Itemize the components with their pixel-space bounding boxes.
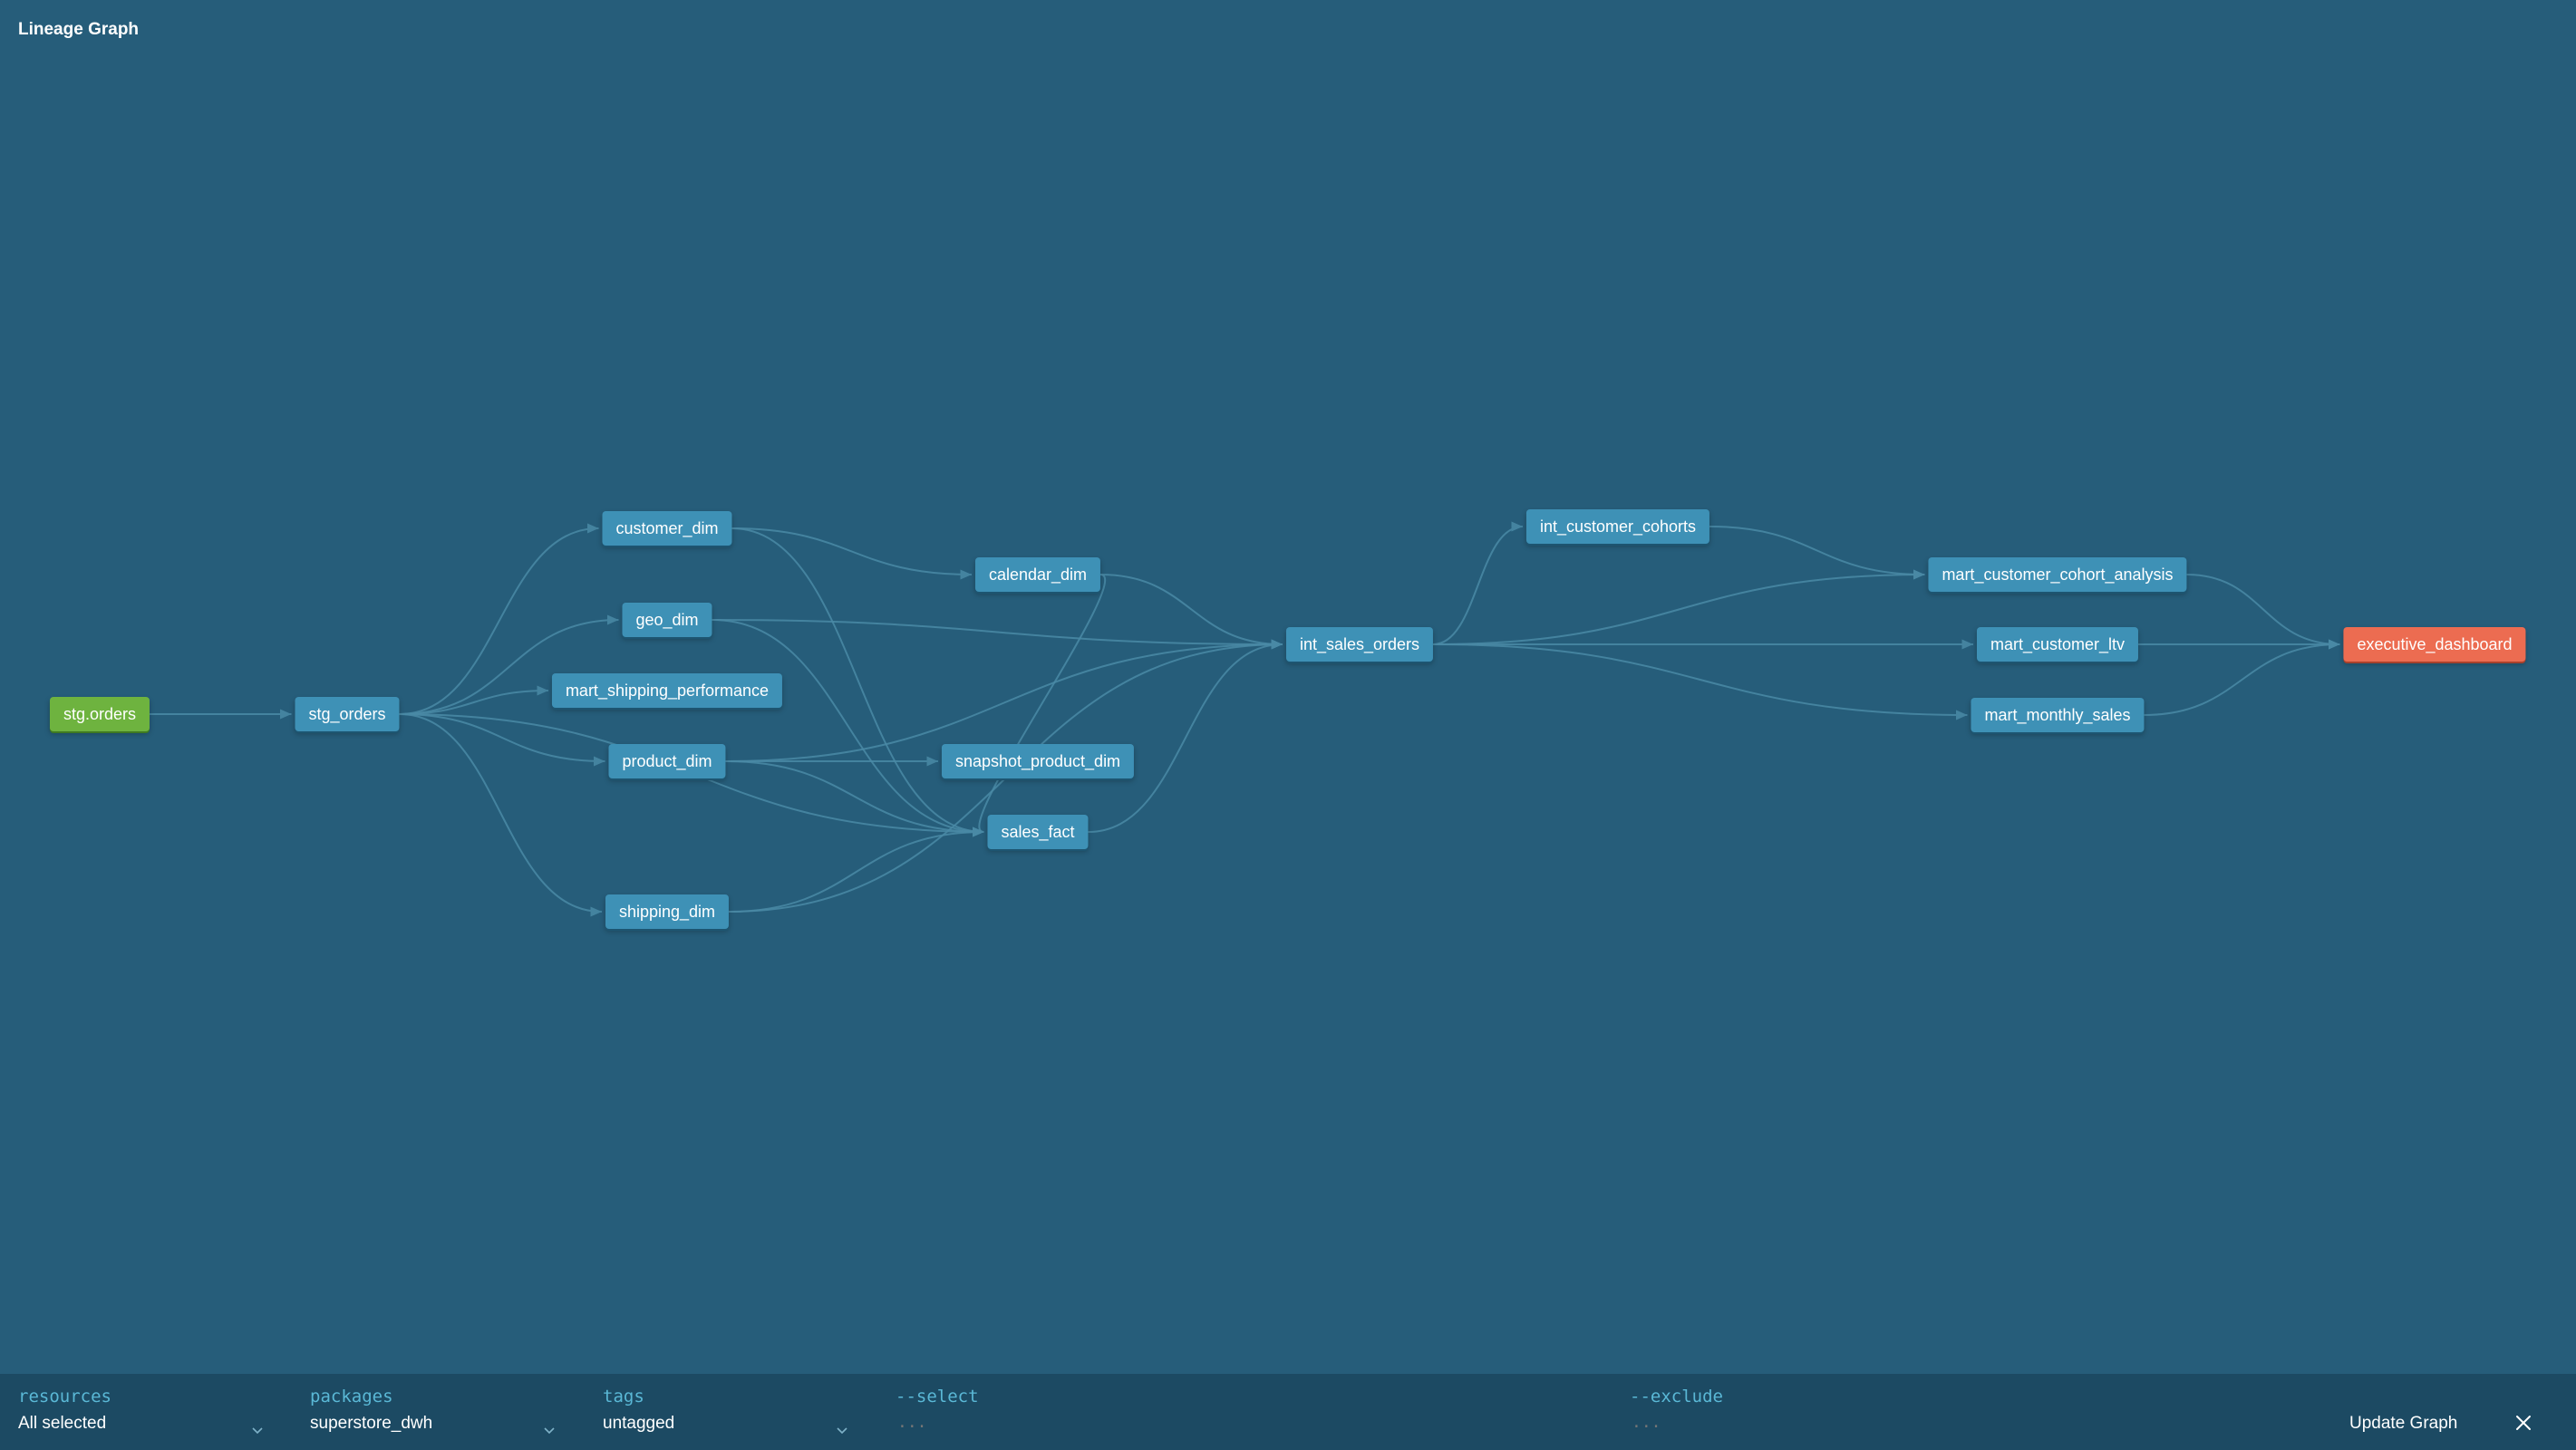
packages-select[interactable]: superstore_dwh <box>310 1414 433 1433</box>
edge-customer-dim-to-sales-fact <box>731 527 984 837</box>
exclude-input[interactable] <box>1630 1412 2268 1433</box>
select-filter: --select <box>896 1387 1584 1433</box>
edge-mart-customer-cohort-analysis-to-executive-dashboard <box>2186 574 2340 650</box>
node-executive-dashboard[interactable]: executive_dashboard <box>2343 627 2526 662</box>
node-mart-monthly-sales[interactable]: mart_monthly_sales <box>1971 698 2145 732</box>
tags-select[interactable]: untagged <box>603 1414 675 1433</box>
close-icon[interactable] <box>2513 1412 2534 1434</box>
node-geo-dim[interactable]: geo_dim <box>622 603 712 637</box>
edge-int-sales-orders-to-int-customer-cohorts <box>1433 521 1523 645</box>
graph-canvas[interactable] <box>0 0 2576 1374</box>
edge-mart-monthly-sales-to-executive-dashboard <box>2144 639 2340 716</box>
packages-filter[interactable]: packages superstore_dwh <box>310 1387 564 1434</box>
exclude-label: --exclude <box>1630 1387 1723 1406</box>
node-snapshot-product-dim[interactable]: snapshot_product_dim <box>941 744 1135 778</box>
select-input[interactable] <box>896 1412 1534 1433</box>
select-label: --select <box>896 1387 979 1406</box>
edge-geo-dim-to-sales-fact <box>712 619 984 837</box>
node-mart-customer-ltv[interactable]: mart_customer_ltv <box>1976 627 2139 662</box>
node-mart-shipping-performance[interactable]: mart_shipping_performance <box>551 673 783 708</box>
node-calendar-dim[interactable]: calendar_dim <box>974 557 1101 592</box>
chevron-down-icon[interactable] <box>835 1423 849 1437</box>
tags-label: tags <box>603 1387 644 1406</box>
node-stg-orders-source[interactable]: stg.orders <box>49 697 150 731</box>
resources-filter[interactable]: resources All selected <box>18 1387 272 1434</box>
edge-stg-orders-to-product-dim <box>399 713 605 767</box>
chevron-down-icon[interactable] <box>542 1423 557 1437</box>
edge-stg-orders-to-geo-dim <box>399 614 619 715</box>
node-sales-fact[interactable]: sales_fact <box>987 815 1089 849</box>
edge-int-sales-orders-to-mart-monthly-sales <box>1433 643 1968 720</box>
edge-customer-dim-to-calendar-dim <box>731 527 972 580</box>
node-shipping-dim[interactable]: shipping_dim <box>605 894 730 929</box>
edge-calendar-dim-to-int-sales-orders <box>1100 574 1283 650</box>
update-graph-button[interactable]: Update Graph <box>2349 1414 2458 1433</box>
tags-filter[interactable]: tags untagged <box>603 1387 857 1434</box>
node-customer-dim[interactable]: customer_dim <box>602 511 732 546</box>
edge-sales-fact-to-int-sales-orders <box>1088 639 1283 833</box>
exclude-filter: --exclude <box>1630 1387 2319 1433</box>
edge-calendar-dim-to-sales-fact <box>972 574 1107 837</box>
resources-select[interactable]: All selected <box>18 1414 107 1433</box>
edge-int-sales-orders-to-mart-customer-cohort-analysis <box>1433 569 1925 645</box>
filter-bar: resources All selected packages supersto… <box>0 1374 2576 1450</box>
resources-label: resources <box>18 1387 111 1406</box>
edge-stg-orders-to-customer-dim <box>399 523 599 715</box>
edges-layer <box>150 521 2340 917</box>
chevron-down-icon[interactable] <box>250 1423 265 1437</box>
edge-int-customer-cohorts-to-mart-customer-cohort-analysis <box>1709 526 1925 580</box>
edge-product-dim-to-int-sales-orders <box>725 639 1283 762</box>
edge-geo-dim-to-int-sales-orders <box>712 619 1283 650</box>
edge-product-dim-to-sales-fact <box>725 760 984 837</box>
edge-shipping-dim-to-sales-fact <box>729 826 984 913</box>
node-int-customer-cohorts[interactable]: int_customer_cohorts <box>1525 509 1710 544</box>
edge-stg-orders-to-shipping-dim <box>399 713 602 917</box>
node-int-sales-orders[interactable]: int_sales_orders <box>1285 627 1434 662</box>
graph-title: Lineage Graph <box>18 20 140 39</box>
node-stg-orders[interactable]: stg_orders <box>295 697 400 731</box>
node-product-dim[interactable]: product_dim <box>608 744 726 778</box>
node-mart-customer-cohort-analysis[interactable]: mart_customer_cohort_analysis <box>1928 557 2187 592</box>
packages-label: packages <box>310 1387 393 1406</box>
edge-stg-orders-to-mart-shipping-performance <box>399 685 548 715</box>
